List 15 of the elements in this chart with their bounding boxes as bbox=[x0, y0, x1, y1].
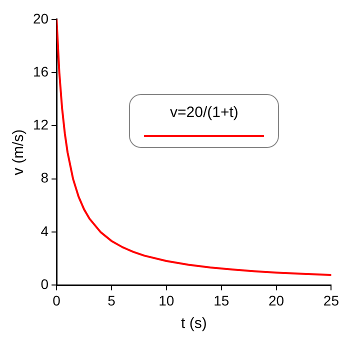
x-tick-label: 15 bbox=[214, 292, 230, 308]
x-tick-label: 25 bbox=[323, 292, 340, 308]
y-tick-label: 16 bbox=[32, 63, 49, 80]
y-tick-label: 12 bbox=[32, 116, 49, 133]
y-tick-label: 0 bbox=[40, 276, 49, 292]
x-tick-label: 0 bbox=[52, 292, 61, 308]
text: v=20/(1+t) bbox=[169, 103, 240, 124]
y-tick-label: 4 bbox=[40, 222, 49, 239]
y-tick-label: 20 bbox=[32, 10, 49, 26]
x-tick-label: 5 bbox=[108, 292, 116, 308]
y-axis-title: v (m/s) bbox=[10, 129, 28, 176]
x-tick-label: 10 bbox=[158, 292, 174, 308]
x-axis-title: t (s) bbox=[180, 315, 207, 332]
y-tick-label: 8 bbox=[40, 170, 49, 186]
x-tick-label: 20 bbox=[268, 292, 284, 308]
